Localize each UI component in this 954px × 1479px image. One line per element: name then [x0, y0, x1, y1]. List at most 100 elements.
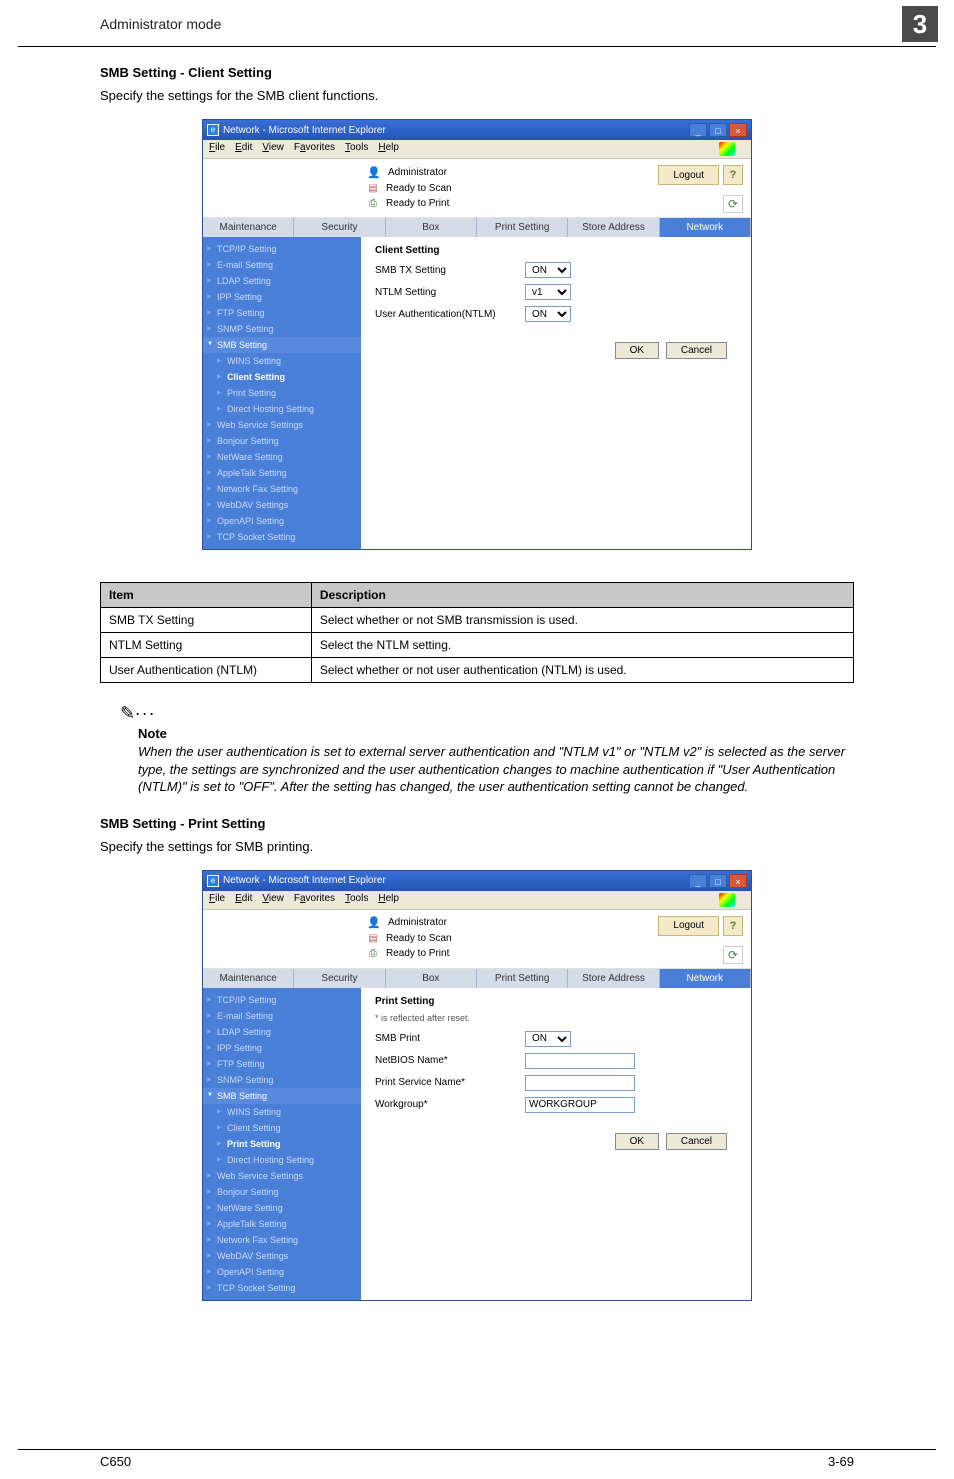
- browser-window-print: e Network - Microsoft Internet Explorer …: [202, 870, 752, 1301]
- tab-maintenance[interactable]: Maintenance: [203, 969, 294, 988]
- tab-security[interactable]: Security: [294, 969, 385, 988]
- sidebar-item-tcpsocket[interactable]: TCP Socket Setting: [203, 529, 361, 545]
- note-block: ✎... Note When the user authentication i…: [120, 699, 854, 796]
- tab-store-address[interactable]: Store Address: [568, 969, 659, 988]
- help-button[interactable]: ?: [723, 165, 743, 185]
- sidebar-sub-wins[interactable]: WINS Setting: [203, 353, 361, 369]
- sidebar-item-ftp[interactable]: FTP Setting: [203, 305, 361, 321]
- maximize-button[interactable]: □: [709, 123, 727, 137]
- tab-store-address[interactable]: Store Address: [568, 218, 659, 237]
- netbios-label: NetBIOS Name*: [375, 1055, 525, 1066]
- sidebar-item-snmp[interactable]: SNMP Setting: [203, 321, 361, 337]
- sidebar-item-openapi[interactable]: OpenAPI Setting: [203, 513, 361, 529]
- tab-network[interactable]: Network: [660, 218, 751, 237]
- sidebar-item-openapi[interactable]: OpenAPI Setting: [203, 1264, 361, 1280]
- sidebar-item-snmp[interactable]: SNMP Setting: [203, 1072, 361, 1088]
- sidebar-sub-print[interactable]: Print Setting: [203, 385, 361, 401]
- menu-favorites[interactable]: Favorites: [294, 893, 335, 907]
- ie-icon: e: [207, 875, 219, 887]
- sidebar-item-netware[interactable]: NetWare Setting: [203, 1200, 361, 1216]
- tab-box[interactable]: Box: [386, 218, 477, 237]
- sidebar-item-appletalk[interactable]: AppleTalk Setting: [203, 1216, 361, 1232]
- sidebar-item-ipp[interactable]: IPP Setting: [203, 1040, 361, 1056]
- sidebar-item-networkfax[interactable]: Network Fax Setting: [203, 481, 361, 497]
- sidebar-item-tcpsocket[interactable]: TCP Socket Setting: [203, 1280, 361, 1296]
- menu-file[interactable]: File: [209, 142, 225, 156]
- refresh-button[interactable]: ⟳: [723, 195, 743, 213]
- sidebar-item-ipp[interactable]: IPP Setting: [203, 289, 361, 305]
- smb-print-select[interactable]: ON: [525, 1031, 571, 1047]
- menu-tools[interactable]: Tools: [345, 142, 368, 156]
- tab-security[interactable]: Security: [294, 218, 385, 237]
- netbios-input[interactable]: [525, 1053, 635, 1069]
- print-service-input[interactable]: [525, 1075, 635, 1091]
- menu-tools[interactable]: Tools: [345, 893, 368, 907]
- sidebar-item-email[interactable]: E-mail Setting: [203, 257, 361, 273]
- tab-print-setting[interactable]: Print Setting: [477, 218, 568, 237]
- sidebar-item-networkfax[interactable]: Network Fax Setting: [203, 1232, 361, 1248]
- sidebar-item-bonjour[interactable]: Bonjour Setting: [203, 1184, 361, 1200]
- sidebar-item-webservice[interactable]: Web Service Settings: [203, 417, 361, 433]
- sidebar-item-ftp[interactable]: FTP Setting: [203, 1056, 361, 1072]
- ok-button[interactable]: OK: [615, 1133, 659, 1150]
- tab-maintenance[interactable]: Maintenance: [203, 218, 294, 237]
- user-auth-select[interactable]: ON: [525, 306, 571, 322]
- sidebar-sub-client[interactable]: Client Setting: [203, 369, 361, 385]
- browser-title-text: Network - Microsoft Internet Explorer: [223, 875, 386, 886]
- tab-print-setting[interactable]: Print Setting: [477, 969, 568, 988]
- sidebar: TCP/IP Setting E-mail Setting LDAP Setti…: [203, 237, 361, 549]
- menu-file[interactable]: File: [209, 893, 225, 907]
- sidebar-item-bonjour[interactable]: Bonjour Setting: [203, 433, 361, 449]
- main-panel-print: Print Setting * is reflected after reset…: [361, 988, 751, 1300]
- sidebar-item-tcpip[interactable]: TCP/IP Setting: [203, 241, 361, 257]
- menu-view[interactable]: View: [262, 893, 284, 907]
- tab-network[interactable]: Network: [660, 969, 751, 988]
- logout-button[interactable]: Logout: [658, 165, 719, 185]
- cancel-button[interactable]: Cancel: [666, 342, 727, 359]
- logout-button[interactable]: Logout: [658, 916, 719, 936]
- sidebar-item-webdav[interactable]: WebDAV Settings: [203, 497, 361, 513]
- sidebar-item-ldap[interactable]: LDAP Setting: [203, 273, 361, 289]
- sidebar-sub-wins[interactable]: WINS Setting: [203, 1104, 361, 1120]
- ntlm-select[interactable]: v1: [525, 284, 571, 300]
- close-button[interactable]: ×: [729, 874, 747, 888]
- menu-edit[interactable]: Edit: [235, 142, 252, 156]
- close-button[interactable]: ×: [729, 123, 747, 137]
- menu-help[interactable]: Help: [378, 142, 399, 156]
- sidebar-item-appletalk[interactable]: AppleTalk Setting: [203, 465, 361, 481]
- sidebar-item-smb[interactable]: SMB Setting: [203, 337, 361, 353]
- sidebar-item-netware[interactable]: NetWare Setting: [203, 449, 361, 465]
- printer-icon: ⎙: [366, 948, 380, 960]
- ready-print-label: Ready to Print: [386, 948, 449, 959]
- panel-reset-note: * is reflected after reset.: [375, 1013, 737, 1023]
- sidebar-item-webdav[interactable]: WebDAV Settings: [203, 1248, 361, 1264]
- minimize-button[interactable]: _: [689, 874, 707, 888]
- sidebar-sub-print[interactable]: Print Setting: [203, 1136, 361, 1152]
- tab-box[interactable]: Box: [386, 969, 477, 988]
- help-button[interactable]: ?: [723, 916, 743, 936]
- sidebar-item-ldap[interactable]: LDAP Setting: [203, 1024, 361, 1040]
- menu-edit[interactable]: Edit: [235, 893, 252, 907]
- workgroup-label: Workgroup*: [375, 1099, 525, 1110]
- ok-button[interactable]: OK: [615, 342, 659, 359]
- smb-tx-select[interactable]: ON: [525, 262, 571, 278]
- sidebar-sub-client[interactable]: Client Setting: [203, 1120, 361, 1136]
- menu-favorites[interactable]: Favorites: [294, 142, 335, 156]
- maximize-button[interactable]: □: [709, 874, 727, 888]
- sidebar-item-smb[interactable]: SMB Setting: [203, 1088, 361, 1104]
- panel-title: Print Setting: [375, 996, 737, 1007]
- refresh-button[interactable]: ⟳: [723, 946, 743, 964]
- sidebar-sub-direct-hosting[interactable]: Direct Hosting Setting: [203, 401, 361, 417]
- sidebar-item-webservice[interactable]: Web Service Settings: [203, 1168, 361, 1184]
- workgroup-input[interactable]: [525, 1097, 635, 1113]
- user-auth-label: User Authentication(NTLM): [375, 309, 525, 320]
- smb-tx-label: SMB TX Setting: [375, 265, 525, 276]
- sidebar-item-tcpip[interactable]: TCP/IP Setting: [203, 992, 361, 1008]
- menu-view[interactable]: View: [262, 142, 284, 156]
- minimize-button[interactable]: _: [689, 123, 707, 137]
- menu-help[interactable]: Help: [378, 893, 399, 907]
- sidebar-sub-direct-hosting[interactable]: Direct Hosting Setting: [203, 1152, 361, 1168]
- sidebar-item-email[interactable]: E-mail Setting: [203, 1008, 361, 1024]
- scanner-icon: ▤: [366, 182, 380, 194]
- cancel-button[interactable]: Cancel: [666, 1133, 727, 1150]
